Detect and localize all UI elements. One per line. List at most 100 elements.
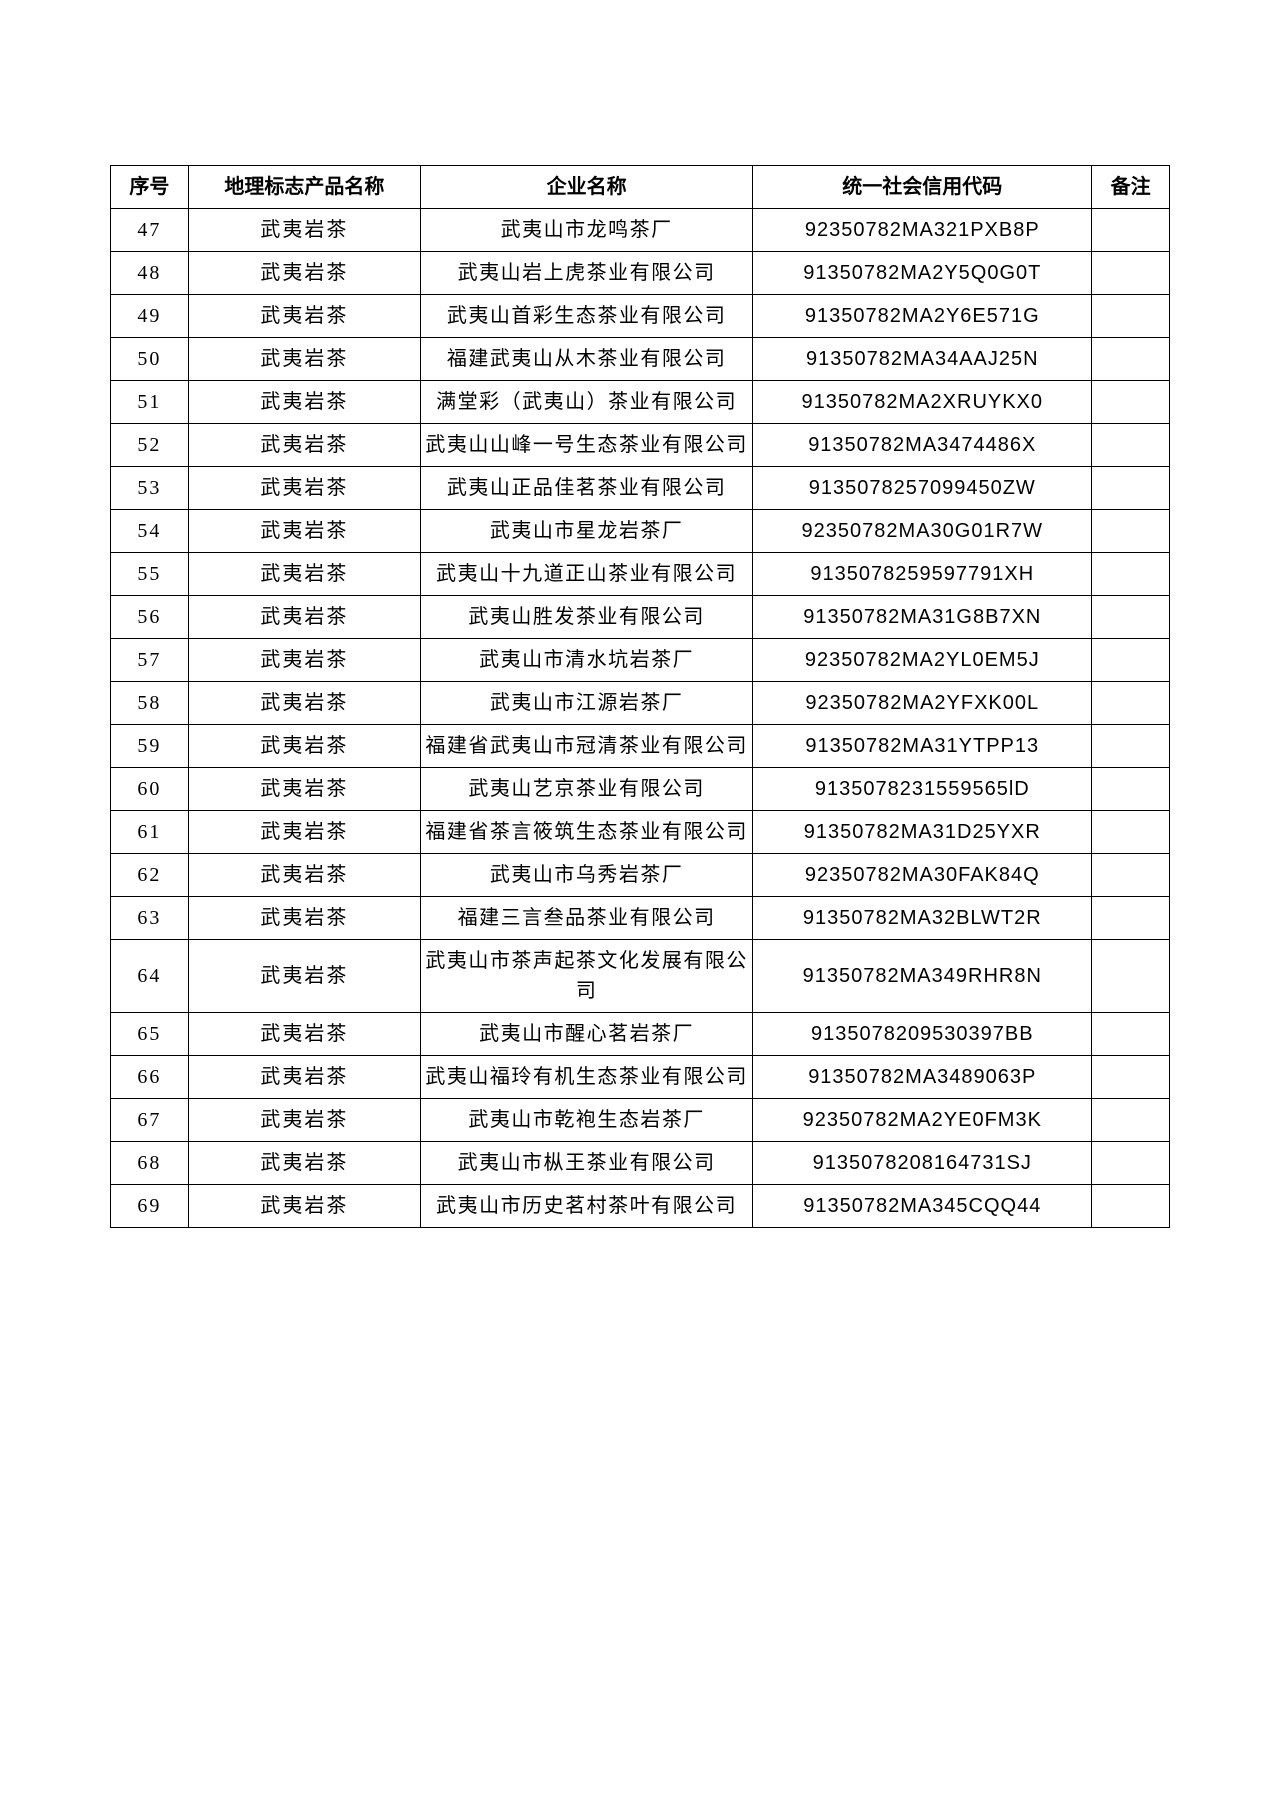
cell-seq: 49 bbox=[111, 295, 189, 338]
table-row: 64武夷岩茶武夷山市茶声起茶文化发展有限公司91350782MA349RHR8N bbox=[111, 940, 1170, 1013]
table-row: 52武夷岩茶武夷山山峰一号生态茶业有限公司91350782MA3474486X bbox=[111, 424, 1170, 467]
table-row: 63武夷岩茶福建三言叁品茶业有限公司91350782MA32BLWT2R bbox=[111, 897, 1170, 940]
cell-code: 9135078209530397BB bbox=[753, 1013, 1092, 1056]
cell-remark bbox=[1092, 295, 1170, 338]
cell-remark bbox=[1092, 768, 1170, 811]
cell-remark bbox=[1092, 854, 1170, 897]
cell-seq: 69 bbox=[111, 1185, 189, 1228]
cell-remark bbox=[1092, 940, 1170, 1013]
cell-code: 91350782MA2Y6E571G bbox=[753, 295, 1092, 338]
cell-product: 武夷岩茶 bbox=[188, 854, 420, 897]
cell-code: 91350782MA31D25YXR bbox=[753, 811, 1092, 854]
table-row: 49武夷岩茶武夷山首彩生态茶业有限公司91350782MA2Y6E571G bbox=[111, 295, 1170, 338]
cell-code: 91350782MA349RHR8N bbox=[753, 940, 1092, 1013]
cell-product: 武夷岩茶 bbox=[188, 897, 420, 940]
cell-seq: 59 bbox=[111, 725, 189, 768]
cell-code: 92350782MA2YE0FM3K bbox=[753, 1099, 1092, 1142]
cell-seq: 54 bbox=[111, 510, 189, 553]
header-company: 企业名称 bbox=[420, 166, 753, 209]
cell-seq: 51 bbox=[111, 381, 189, 424]
cell-code: 9135078231559565lD bbox=[753, 768, 1092, 811]
cell-seq: 58 bbox=[111, 682, 189, 725]
cell-product: 武夷岩茶 bbox=[188, 596, 420, 639]
cell-remark bbox=[1092, 596, 1170, 639]
cell-code: 92350782MA2YFXK00L bbox=[753, 682, 1092, 725]
cell-product: 武夷岩茶 bbox=[188, 1013, 420, 1056]
header-code: 统一社会信用代码 bbox=[753, 166, 1092, 209]
cell-company: 武夷山艺京茶业有限公司 bbox=[420, 768, 753, 811]
cell-code: 91350782MA34AAJ25N bbox=[753, 338, 1092, 381]
cell-company: 武夷山福玲有机生态茶业有限公司 bbox=[420, 1056, 753, 1099]
cell-code: 9135078257099450ZW bbox=[753, 467, 1092, 510]
cell-product: 武夷岩茶 bbox=[188, 682, 420, 725]
cell-code: 91350782MA3489063P bbox=[753, 1056, 1092, 1099]
cell-company: 武夷山市乾袍生态岩茶厂 bbox=[420, 1099, 753, 1142]
cell-product: 武夷岩茶 bbox=[188, 768, 420, 811]
table-row: 55武夷岩茶武夷山十九道正山茶业有限公司9135078259597791XH bbox=[111, 553, 1170, 596]
cell-code: 91350782MA32BLWT2R bbox=[753, 897, 1092, 940]
cell-product: 武夷岩茶 bbox=[188, 811, 420, 854]
table-row: 68武夷岩茶武夷山市枞王茶业有限公司9135078208164731SJ bbox=[111, 1142, 1170, 1185]
cell-remark bbox=[1092, 510, 1170, 553]
table-row: 65武夷岩茶武夷山市醒心茗岩茶厂9135078209530397BB bbox=[111, 1013, 1170, 1056]
cell-remark bbox=[1092, 553, 1170, 596]
cell-company: 武夷山市龙鸣茶厂 bbox=[420, 209, 753, 252]
cell-remark bbox=[1092, 1099, 1170, 1142]
cell-code: 91350782MA31YTPP13 bbox=[753, 725, 1092, 768]
data-table: 序号 地理标志产品名称 企业名称 统一社会信用代码 备注 47武夷岩茶武夷山市龙… bbox=[110, 165, 1170, 1228]
table-row: 47武夷岩茶武夷山市龙鸣茶厂92350782MA321PXB8P bbox=[111, 209, 1170, 252]
cell-remark bbox=[1092, 338, 1170, 381]
cell-company: 武夷山市江源岩茶厂 bbox=[420, 682, 753, 725]
cell-seq: 65 bbox=[111, 1013, 189, 1056]
cell-product: 武夷岩茶 bbox=[188, 1056, 420, 1099]
table-header-row: 序号 地理标志产品名称 企业名称 统一社会信用代码 备注 bbox=[111, 166, 1170, 209]
table-row: 53武夷岩茶武夷山正品佳茗茶业有限公司9135078257099450ZW bbox=[111, 467, 1170, 510]
cell-remark bbox=[1092, 1142, 1170, 1185]
cell-remark bbox=[1092, 897, 1170, 940]
cell-seq: 55 bbox=[111, 553, 189, 596]
cell-company: 武夷山市茶声起茶文化发展有限公司 bbox=[420, 940, 753, 1013]
cell-product: 武夷岩茶 bbox=[188, 725, 420, 768]
cell-product: 武夷岩茶 bbox=[188, 1099, 420, 1142]
cell-seq: 57 bbox=[111, 639, 189, 682]
cell-code: 91350782MA2XRUYKX0 bbox=[753, 381, 1092, 424]
table-row: 56武夷岩茶武夷山胜发茶业有限公司91350782MA31G8B7XN bbox=[111, 596, 1170, 639]
cell-code: 91350782MA31G8B7XN bbox=[753, 596, 1092, 639]
table-row: 58武夷岩茶武夷山市江源岩茶厂92350782MA2YFXK00L bbox=[111, 682, 1170, 725]
cell-product: 武夷岩茶 bbox=[188, 252, 420, 295]
cell-company: 福建武夷山从木茶业有限公司 bbox=[420, 338, 753, 381]
header-product: 地理标志产品名称 bbox=[188, 166, 420, 209]
cell-code: 91350782MA345CQQ44 bbox=[753, 1185, 1092, 1228]
cell-product: 武夷岩茶 bbox=[188, 209, 420, 252]
cell-product: 武夷岩茶 bbox=[188, 295, 420, 338]
cell-seq: 67 bbox=[111, 1099, 189, 1142]
cell-seq: 62 bbox=[111, 854, 189, 897]
cell-product: 武夷岩茶 bbox=[188, 1185, 420, 1228]
cell-seq: 47 bbox=[111, 209, 189, 252]
table-row: 60武夷岩茶武夷山艺京茶业有限公司9135078231559565lD bbox=[111, 768, 1170, 811]
cell-code: 9135078259597791XH bbox=[753, 553, 1092, 596]
cell-remark bbox=[1092, 725, 1170, 768]
cell-remark bbox=[1092, 381, 1170, 424]
cell-code: 92350782MA30FAK84Q bbox=[753, 854, 1092, 897]
table-body: 47武夷岩茶武夷山市龙鸣茶厂92350782MA321PXB8P48武夷岩茶武夷… bbox=[111, 209, 1170, 1228]
table-row: 54武夷岩茶武夷山市星龙岩茶厂92350782MA30G01R7W bbox=[111, 510, 1170, 553]
cell-company: 武夷山岩上虎茶业有限公司 bbox=[420, 252, 753, 295]
cell-remark bbox=[1092, 467, 1170, 510]
cell-company: 福建省茶言筱筑生态茶业有限公司 bbox=[420, 811, 753, 854]
cell-product: 武夷岩茶 bbox=[188, 553, 420, 596]
cell-remark bbox=[1092, 252, 1170, 295]
header-seq: 序号 bbox=[111, 166, 189, 209]
table-row: 57武夷岩茶武夷山市清水坑岩茶厂92350782MA2YL0EM5J bbox=[111, 639, 1170, 682]
cell-seq: 53 bbox=[111, 467, 189, 510]
cell-code: 92350782MA2YL0EM5J bbox=[753, 639, 1092, 682]
cell-seq: 61 bbox=[111, 811, 189, 854]
cell-product: 武夷岩茶 bbox=[188, 639, 420, 682]
cell-seq: 56 bbox=[111, 596, 189, 639]
cell-remark bbox=[1092, 1013, 1170, 1056]
cell-company: 满堂彩（武夷山）茶业有限公司 bbox=[420, 381, 753, 424]
cell-company: 武夷山市星龙岩茶厂 bbox=[420, 510, 753, 553]
cell-remark bbox=[1092, 682, 1170, 725]
cell-company: 武夷山首彩生态茶业有限公司 bbox=[420, 295, 753, 338]
cell-remark bbox=[1092, 424, 1170, 467]
